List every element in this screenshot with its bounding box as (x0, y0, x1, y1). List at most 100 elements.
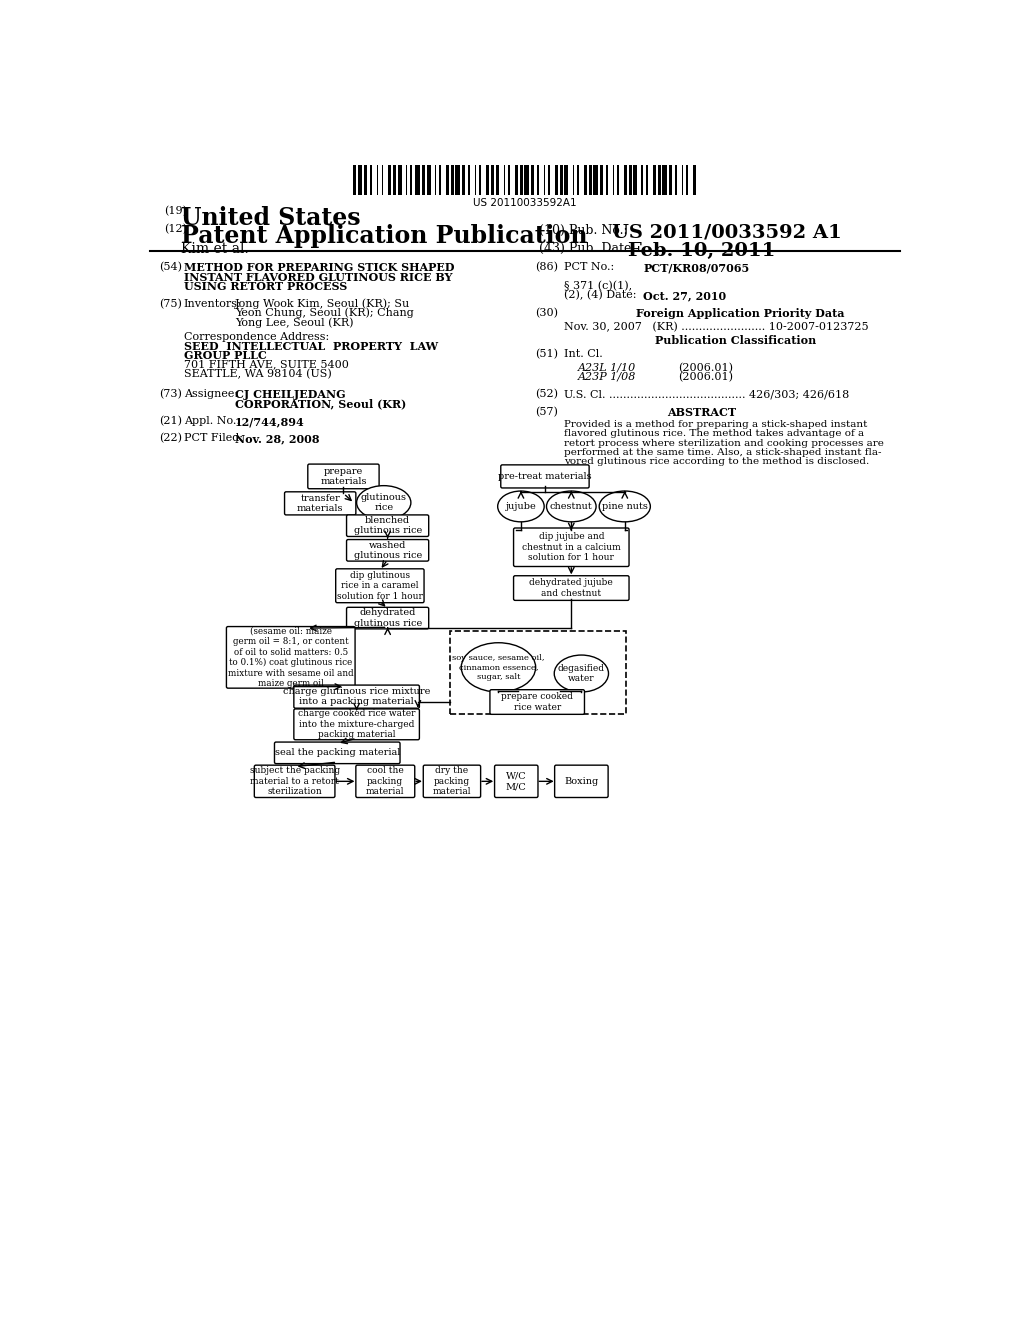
FancyBboxPatch shape (514, 528, 629, 566)
Bar (572, 165, 574, 195)
FancyBboxPatch shape (346, 540, 429, 561)
Text: performed at the same time. Also, a stick-shaped instant fla-: performed at the same time. Also, a stic… (564, 447, 882, 457)
Text: pine nuts: pine nuts (602, 502, 648, 511)
Bar (388, 165, 391, 195)
Text: (10) Pub. No.:: (10) Pub. No.: (539, 224, 628, 236)
Text: Appl. No.:: Appl. No.: (183, 416, 240, 426)
Bar (564, 165, 567, 195)
Bar (675, 165, 677, 195)
Text: Publication Classification: Publication Classification (655, 335, 816, 346)
FancyBboxPatch shape (294, 685, 420, 708)
Bar (549, 165, 550, 195)
Ellipse shape (554, 655, 608, 692)
Text: Inventors:: Inventors: (183, 298, 242, 309)
Text: soy sauce, sesame oil,
cinnamon essence,
sugar, salt: soy sauce, sesame oil, cinnamon essence,… (453, 655, 545, 681)
FancyBboxPatch shape (274, 742, 400, 763)
Bar (693, 165, 696, 195)
Bar (612, 165, 614, 195)
Text: vored glutinous rice according to the method is disclosed.: vored glutinous rice according to the me… (564, 457, 869, 466)
Text: 701 FIFTH AVE, SUITE 5400: 701 FIFTH AVE, SUITE 5400 (183, 359, 349, 370)
Text: (2), (4) Date:: (2), (4) Date: (564, 290, 637, 301)
Text: (51): (51) (535, 350, 558, 359)
Text: transfer
materials: transfer materials (297, 494, 343, 513)
Bar (624, 165, 627, 195)
Text: (30): (30) (535, 308, 558, 318)
Text: A23P 1/08: A23P 1/08 (578, 372, 636, 381)
Text: (sesame oil: maize
germ oil = 8:1, or content
of oil to solid matters: 0.5
to 0.: (sesame oil: maize germ oil = 8:1, or co… (228, 627, 353, 688)
FancyBboxPatch shape (489, 689, 585, 714)
Bar (439, 165, 441, 195)
Bar (450, 631, 627, 714)
Text: (86): (86) (535, 263, 558, 273)
Text: Kim et al.: Kim et al. (180, 242, 249, 256)
Bar (422, 165, 425, 195)
Bar (508, 165, 510, 195)
Bar (589, 165, 592, 195)
Bar (485, 165, 489, 195)
Text: flavored glutinous rice. The method takes advantage of a: flavored glutinous rice. The method take… (564, 429, 864, 438)
Text: A23L 1/10: A23L 1/10 (578, 363, 636, 372)
FancyBboxPatch shape (294, 709, 420, 739)
Text: Foreign Application Priority Data: Foreign Application Priority Data (636, 308, 844, 319)
Bar (456, 165, 460, 195)
Bar (584, 165, 587, 195)
Bar (663, 165, 668, 195)
Text: (54): (54) (159, 263, 182, 273)
Text: PCT/KR08/07065: PCT/KR08/07065 (643, 263, 750, 273)
Text: seal the packing material: seal the packing material (274, 748, 400, 758)
Ellipse shape (356, 486, 411, 520)
Bar (544, 165, 545, 195)
Text: USING RETORT PROCESS: USING RETORT PROCESS (183, 281, 347, 292)
Text: Boxing: Boxing (564, 777, 598, 785)
Text: charge glutinous rice mixture
into a packing material: charge glutinous rice mixture into a pac… (283, 686, 430, 706)
FancyBboxPatch shape (336, 569, 424, 603)
Bar (555, 165, 558, 195)
Text: INSTANT FLAVORED GLUTINOUS RICE BY: INSTANT FLAVORED GLUTINOUS RICE BY (183, 272, 453, 282)
Bar (519, 165, 523, 195)
Text: (19): (19) (165, 206, 187, 216)
Bar (382, 165, 383, 195)
Ellipse shape (547, 491, 596, 521)
Bar (629, 165, 632, 195)
Text: Yong Lee, Seoul (KR): Yong Lee, Seoul (KR) (234, 317, 353, 327)
Bar (416, 165, 420, 195)
Bar (364, 165, 368, 195)
Bar (682, 165, 683, 195)
Bar (479, 165, 481, 195)
Text: (12): (12) (165, 224, 187, 234)
Text: GROUP PLLC: GROUP PLLC (183, 350, 266, 362)
Bar (606, 165, 608, 195)
Ellipse shape (599, 491, 650, 521)
Text: Jong Wook Kim, Seoul (KR); Su: Jong Wook Kim, Seoul (KR); Su (234, 298, 411, 309)
Text: blenched
glutinous rice: blenched glutinous rice (353, 516, 422, 536)
Text: Yeon Chung, Seoul (KR); Chang: Yeon Chung, Seoul (KR); Chang (234, 308, 414, 318)
Text: (21): (21) (159, 416, 182, 426)
Bar (475, 165, 476, 195)
Bar (393, 165, 396, 195)
Text: METHOD FOR PREPARING STICK SHAPED: METHOD FOR PREPARING STICK SHAPED (183, 263, 455, 273)
Bar (530, 165, 534, 195)
Bar (686, 165, 688, 195)
Bar (468, 165, 470, 195)
FancyBboxPatch shape (356, 766, 415, 797)
Bar (397, 165, 402, 195)
Bar (406, 165, 408, 195)
Text: CORPORATION, Seoul (KR): CORPORATION, Seoul (KR) (234, 399, 407, 409)
Text: dip glutinous
rice in a caramel
solution for 1 hour: dip glutinous rice in a caramel solution… (337, 570, 423, 601)
Bar (524, 165, 529, 195)
Text: U.S. Cl. ....................................... 426/303; 426/618: U.S. Cl. ...............................… (564, 389, 850, 400)
Text: Correspondence Address:: Correspondence Address: (183, 331, 329, 342)
Bar (600, 165, 603, 195)
Text: 12/744,894: 12/744,894 (234, 416, 305, 428)
Bar (593, 165, 598, 195)
Text: charge cooked rice water
into the mixture-charged
packing material: charge cooked rice water into the mixtur… (298, 709, 416, 739)
Text: (2006.01): (2006.01) (678, 372, 733, 381)
Text: dry the
packing
material: dry the packing material (433, 767, 471, 796)
FancyBboxPatch shape (555, 766, 608, 797)
Text: US 2011/0033592 A1: US 2011/0033592 A1 (612, 224, 842, 242)
Bar (538, 165, 539, 195)
Text: chestnut: chestnut (550, 502, 593, 511)
Bar (377, 165, 379, 195)
FancyBboxPatch shape (495, 766, 538, 797)
Text: Int. Cl.: Int. Cl. (564, 350, 603, 359)
